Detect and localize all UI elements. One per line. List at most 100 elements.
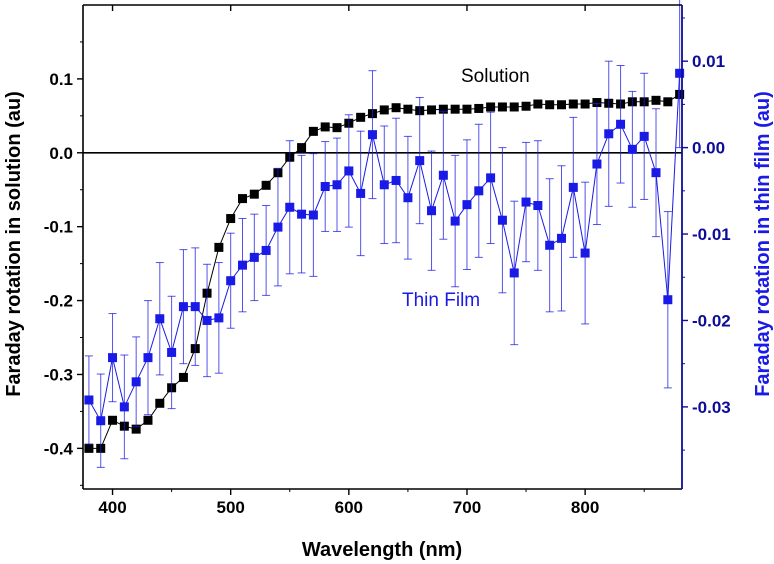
thin-film-point xyxy=(202,315,212,325)
thin-film-point xyxy=(675,68,685,78)
thin-film-point xyxy=(308,210,318,220)
x-tick-label: 700 xyxy=(453,498,481,517)
solution-point xyxy=(391,103,401,113)
solution-point xyxy=(356,112,366,122)
thin-film-point xyxy=(167,347,177,357)
solution-point xyxy=(580,99,590,109)
thin-film-point xyxy=(450,216,460,226)
thin-film-point xyxy=(438,170,448,180)
thin-film-point xyxy=(627,144,637,154)
thin-film-point xyxy=(379,180,389,190)
solution-point xyxy=(592,98,602,108)
thin-film-point xyxy=(367,130,377,140)
solution-point xyxy=(462,104,472,114)
axes: 400 500 600 700 800 -0.4 -0.3 -0.2 -0.1 0.0 0.1 -0.… xyxy=(44,4,731,517)
solution-point xyxy=(237,194,247,204)
y-left-tick-label: -0.2 xyxy=(44,292,73,311)
thin-film-point xyxy=(332,180,342,190)
y-right-tick-label: -0.02 xyxy=(692,311,731,330)
thin-film-point xyxy=(190,302,200,312)
thin-film-point xyxy=(486,173,496,183)
solution-point xyxy=(521,101,531,111)
solution-point xyxy=(486,102,496,112)
y-left-tick-label: -0.3 xyxy=(44,365,73,384)
thin-film-point xyxy=(155,314,165,324)
solution-point xyxy=(261,180,271,190)
solution-point xyxy=(545,100,555,110)
thin-film-point xyxy=(639,131,649,141)
thin-film-point xyxy=(320,182,330,191)
solution-point xyxy=(556,100,566,110)
solution-point xyxy=(155,398,165,408)
solution-point xyxy=(533,99,543,109)
solution-point xyxy=(143,415,153,425)
y-left-tick-label: -0.1 xyxy=(44,218,73,237)
solution-point xyxy=(651,95,661,105)
solution-point xyxy=(84,443,94,453)
thin-film-point xyxy=(497,215,507,225)
solution-point xyxy=(568,99,578,109)
thin-film-point xyxy=(214,313,224,323)
thin-film-point xyxy=(509,268,519,278)
thin-film-point xyxy=(427,206,437,216)
y-right-tick-label: 0.00 xyxy=(692,139,725,158)
x-tick-label: 400 xyxy=(98,498,126,517)
thin-film-series-label: Thin Film xyxy=(402,290,480,311)
thin-film-series-line xyxy=(88,73,681,423)
solution-point xyxy=(178,372,188,382)
solution-point xyxy=(297,143,307,153)
solution-point xyxy=(450,104,460,114)
thin-film-point xyxy=(178,302,188,312)
thin-film-point xyxy=(533,201,543,211)
solution-point xyxy=(509,102,519,112)
solution-point xyxy=(332,123,342,133)
solution-point xyxy=(249,189,259,199)
solution-point xyxy=(379,105,389,115)
thin-film-point xyxy=(616,119,626,129)
solution-point xyxy=(497,102,507,112)
plot-area xyxy=(83,0,685,468)
y-left-tick-label: 0.0 xyxy=(49,144,73,163)
thin-film-point xyxy=(237,260,247,270)
thin-film-point xyxy=(604,129,614,139)
thin-film-point xyxy=(474,186,484,196)
thin-film-point xyxy=(462,200,472,210)
thin-film-point xyxy=(651,168,661,178)
x-tick-label: 600 xyxy=(335,498,363,517)
solution-point xyxy=(308,126,318,136)
x-tick-label: 800 xyxy=(571,498,599,517)
thin-film-point xyxy=(249,252,259,262)
thin-film-point xyxy=(131,377,141,387)
thin-film-point xyxy=(108,353,118,363)
thin-film-point xyxy=(356,188,366,198)
solution-point xyxy=(663,97,673,107)
thin-film-point xyxy=(261,245,271,255)
y-right-tick-label: 0.01 xyxy=(692,52,725,71)
thin-film-point xyxy=(84,395,94,405)
solution-point xyxy=(474,103,484,113)
y-axis-left-title: Faraday rotation in solution (au) xyxy=(3,91,25,397)
thin-film-point xyxy=(415,156,425,166)
thin-film-point xyxy=(663,295,673,305)
thin-film-point xyxy=(391,175,401,185)
solution-point xyxy=(214,242,224,252)
thin-film-point xyxy=(119,402,129,412)
y-right-tick-label: -0.03 xyxy=(692,398,731,417)
x-tick-label: 500 xyxy=(216,498,244,517)
y-left-tick-label: 0.1 xyxy=(49,70,73,89)
thin-film-point xyxy=(143,353,153,363)
thin-film-point xyxy=(273,222,283,232)
thin-film-point xyxy=(556,233,566,243)
y-right-tick-label: -0.01 xyxy=(692,225,731,244)
x-axis-title: Wavelength (nm) xyxy=(302,539,462,561)
thin-film-point xyxy=(226,276,236,286)
thin-film-point xyxy=(96,416,106,426)
solution-series-label: Solution xyxy=(461,66,530,87)
solution-point xyxy=(108,415,118,425)
y-left-tick-label: -0.4 xyxy=(44,439,74,458)
solution-point xyxy=(438,104,448,114)
thin-film-point xyxy=(344,166,354,176)
solution-point xyxy=(226,214,236,224)
thin-film-point xyxy=(521,197,531,207)
